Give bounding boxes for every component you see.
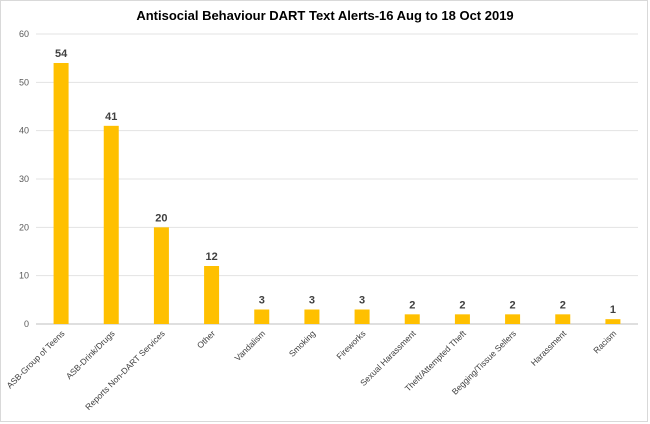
- x-tick-label: ASB-Drink/Drugs: [64, 328, 117, 381]
- data-label: 3: [359, 295, 365, 307]
- data-label: 2: [510, 299, 516, 311]
- bar: [605, 319, 621, 324]
- x-tick-label: Harassment: [529, 328, 569, 368]
- bar: [304, 309, 320, 324]
- y-tick-label: 20: [19, 222, 29, 232]
- data-label: 3: [259, 295, 265, 307]
- bar: [53, 63, 69, 324]
- bars: [53, 63, 621, 324]
- x-tick-label: Smoking: [287, 328, 318, 359]
- data-label: 2: [409, 299, 415, 311]
- data-label: 2: [560, 299, 566, 311]
- bar: [555, 314, 571, 324]
- data-label: 41: [105, 111, 117, 123]
- bar: [505, 314, 521, 324]
- data-label: 54: [55, 48, 68, 60]
- gridlines: [36, 33, 638, 325]
- y-tick-label: 50: [19, 77, 29, 87]
- data-label: 1: [610, 304, 616, 316]
- bar: [153, 227, 169, 324]
- x-tick-label: ASB-Group of Teens: [4, 328, 66, 390]
- data-labels: 54 41 20 12 3 3 3 2 2 2 2 1: [55, 48, 616, 316]
- y-tick-label: 60: [19, 29, 29, 39]
- x-tick-label: Other: [195, 328, 217, 350]
- chart-title: Antisocial Behaviour DART Text Alerts-16…: [136, 8, 514, 23]
- y-tick-label: 0: [24, 319, 29, 329]
- x-tick-label: Fireworks: [334, 328, 367, 361]
- data-label: 2: [459, 299, 465, 311]
- y-tick-label: 10: [19, 271, 29, 281]
- bar: [354, 309, 370, 324]
- bar: [404, 314, 420, 324]
- bar: [254, 309, 270, 324]
- bar: [204, 266, 220, 324]
- bar: [454, 314, 470, 324]
- data-label: 20: [155, 212, 167, 224]
- y-tick-label: 40: [19, 126, 29, 136]
- x-axis: ASB-Group of TeensASB-Drink/DrugsReports…: [4, 328, 618, 412]
- x-tick-label: Racism: [591, 328, 618, 355]
- data-label: 12: [205, 251, 217, 263]
- data-label: 3: [309, 295, 315, 307]
- y-tick-label: 30: [19, 174, 29, 184]
- bar: [103, 125, 119, 324]
- x-tick-label: Vandalism: [232, 328, 267, 363]
- y-axis: 0 10 20 30 40 50 60: [19, 29, 29, 329]
